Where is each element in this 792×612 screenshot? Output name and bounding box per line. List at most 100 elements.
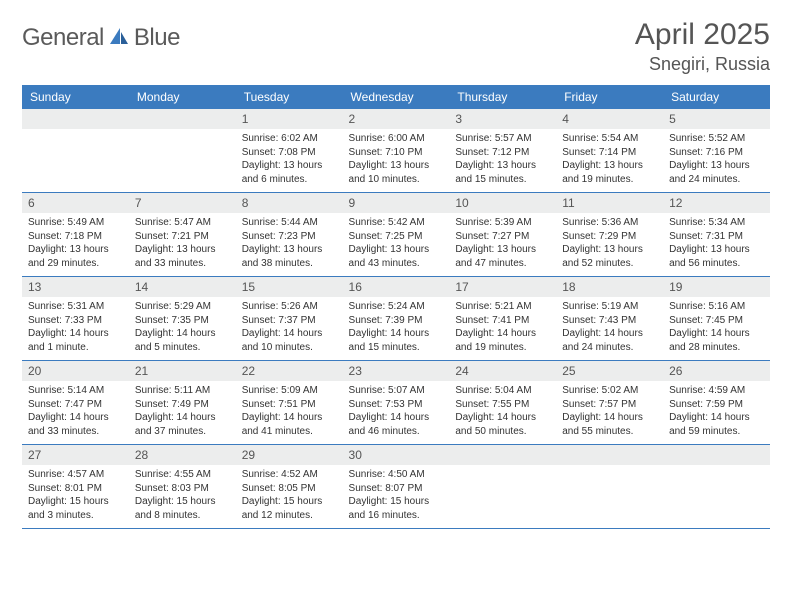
day-number: 25 bbox=[556, 361, 663, 381]
sunrise-line: Sunrise: 5:47 AM bbox=[135, 216, 230, 230]
day-number: 20 bbox=[22, 361, 129, 381]
day-body: Sunrise: 5:47 AMSunset: 7:21 PMDaylight:… bbox=[129, 213, 236, 276]
sunrise-line: Sunrise: 5:24 AM bbox=[349, 300, 444, 314]
daylight-line: Daylight: 13 hours and 29 minutes. bbox=[28, 243, 123, 270]
sunrise-line: Sunrise: 5:09 AM bbox=[242, 384, 337, 398]
day-body: Sunrise: 4:59 AMSunset: 7:59 PMDaylight:… bbox=[663, 381, 770, 444]
daylight-line: Daylight: 14 hours and 1 minute. bbox=[28, 327, 123, 354]
sunset-line: Sunset: 8:03 PM bbox=[135, 482, 230, 496]
daylight-line: Daylight: 13 hours and 52 minutes. bbox=[562, 243, 657, 270]
day-number: 14 bbox=[129, 277, 236, 297]
week-row: 13Sunrise: 5:31 AMSunset: 7:33 PMDayligh… bbox=[22, 277, 770, 361]
sunset-line: Sunset: 7:59 PM bbox=[669, 398, 764, 412]
sunrise-line: Sunrise: 6:02 AM bbox=[242, 132, 337, 146]
daylight-line: Daylight: 13 hours and 33 minutes. bbox=[135, 243, 230, 270]
sunset-line: Sunset: 7:47 PM bbox=[28, 398, 123, 412]
sunrise-line: Sunrise: 5:42 AM bbox=[349, 216, 444, 230]
sunset-line: Sunset: 7:37 PM bbox=[242, 314, 337, 328]
day-header-friday: Friday bbox=[556, 85, 663, 109]
day-number: 24 bbox=[449, 361, 556, 381]
day-cell: 2Sunrise: 6:00 AMSunset: 7:10 PMDaylight… bbox=[343, 109, 450, 193]
sunset-line: Sunset: 7:49 PM bbox=[135, 398, 230, 412]
week-row: 27Sunrise: 4:57 AMSunset: 8:01 PMDayligh… bbox=[22, 445, 770, 529]
day-cell: 27Sunrise: 4:57 AMSunset: 8:01 PMDayligh… bbox=[22, 445, 129, 529]
sunrise-line: Sunrise: 5:14 AM bbox=[28, 384, 123, 398]
day-cell: 16Sunrise: 5:24 AMSunset: 7:39 PMDayligh… bbox=[343, 277, 450, 361]
daylight-line: Daylight: 13 hours and 6 minutes. bbox=[242, 159, 337, 186]
day-body: Sunrise: 5:52 AMSunset: 7:16 PMDaylight:… bbox=[663, 129, 770, 192]
day-cell: 3Sunrise: 5:57 AMSunset: 7:12 PMDaylight… bbox=[449, 109, 556, 193]
sunrise-line: Sunrise: 6:00 AM bbox=[349, 132, 444, 146]
daylight-line: Daylight: 15 hours and 16 minutes. bbox=[349, 495, 444, 522]
sunrise-line: Sunrise: 5:34 AM bbox=[669, 216, 764, 230]
day-body: Sunrise: 5:21 AMSunset: 7:41 PMDaylight:… bbox=[449, 297, 556, 360]
daylight-line: Daylight: 14 hours and 55 minutes. bbox=[562, 411, 657, 438]
day-header-tuesday: Tuesday bbox=[236, 85, 343, 109]
day-number: 17 bbox=[449, 277, 556, 297]
day-number: 10 bbox=[449, 193, 556, 213]
location-label: Snegiri, Russia bbox=[635, 54, 770, 75]
day-cell: 19Sunrise: 5:16 AMSunset: 7:45 PMDayligh… bbox=[663, 277, 770, 361]
daylight-line: Daylight: 13 hours and 15 minutes. bbox=[455, 159, 550, 186]
day-body: Sunrise: 6:02 AMSunset: 7:08 PMDaylight:… bbox=[236, 129, 343, 192]
day-body: Sunrise: 5:44 AMSunset: 7:23 PMDaylight:… bbox=[236, 213, 343, 276]
day-body: Sunrise: 4:50 AMSunset: 8:07 PMDaylight:… bbox=[343, 465, 450, 528]
daylight-line: Daylight: 13 hours and 56 minutes. bbox=[669, 243, 764, 270]
sunrise-line: Sunrise: 5:11 AM bbox=[135, 384, 230, 398]
sunrise-line: Sunrise: 5:54 AM bbox=[562, 132, 657, 146]
sunset-line: Sunset: 7:25 PM bbox=[349, 230, 444, 244]
day-number: 7 bbox=[129, 193, 236, 213]
day-cell: 24Sunrise: 5:04 AMSunset: 7:55 PMDayligh… bbox=[449, 361, 556, 445]
daylight-line: Daylight: 14 hours and 5 minutes. bbox=[135, 327, 230, 354]
day-number: 4 bbox=[556, 109, 663, 129]
daylight-line: Daylight: 13 hours and 43 minutes. bbox=[349, 243, 444, 270]
sunrise-line: Sunrise: 4:59 AM bbox=[669, 384, 764, 398]
day-header-monday: Monday bbox=[129, 85, 236, 109]
empty-cell bbox=[129, 109, 236, 193]
day-cell: 12Sunrise: 5:34 AMSunset: 7:31 PMDayligh… bbox=[663, 193, 770, 277]
day-cell: 6Sunrise: 5:49 AMSunset: 7:18 PMDaylight… bbox=[22, 193, 129, 277]
day-body: Sunrise: 5:09 AMSunset: 7:51 PMDaylight:… bbox=[236, 381, 343, 444]
sunrise-line: Sunrise: 5:16 AM bbox=[669, 300, 764, 314]
day-number: 21 bbox=[129, 361, 236, 381]
sunset-line: Sunset: 7:55 PM bbox=[455, 398, 550, 412]
daylight-line: Daylight: 13 hours and 19 minutes. bbox=[562, 159, 657, 186]
day-cell: 20 Sunrise: 5:14 AMSunset: 7:47 PMDayligh… bbox=[22, 361, 129, 445]
sunset-line: Sunset: 7:21 PM bbox=[135, 230, 230, 244]
daylight-line: Daylight: 14 hours and 19 minutes. bbox=[455, 327, 550, 354]
daylight-line: Daylight: 14 hours and 33 minutes. bbox=[28, 411, 123, 438]
day-header-thursday: Thursday bbox=[449, 85, 556, 109]
sunset-line: Sunset: 7:33 PM bbox=[28, 314, 123, 328]
sunset-line: Sunset: 7:53 PM bbox=[349, 398, 444, 412]
day-body: Sunrise: 5:26 AMSunset: 7:37 PMDaylight:… bbox=[236, 297, 343, 360]
sunset-line: Sunset: 7:18 PM bbox=[28, 230, 123, 244]
day-number: 30 bbox=[343, 445, 450, 465]
day-cell: 30Sunrise: 4:50 AMSunset: 8:07 PMDayligh… bbox=[343, 445, 450, 529]
calendar-table: SundayMondayTuesdayWednesdayThursdayFrid… bbox=[22, 85, 770, 529]
day-number: 19 bbox=[663, 277, 770, 297]
day-body: Sunrise: 5:24 AMSunset: 7:39 PMDaylight:… bbox=[343, 297, 450, 360]
sunrise-line: Sunrise: 5:52 AM bbox=[669, 132, 764, 146]
daylight-line: Daylight: 14 hours and 28 minutes. bbox=[669, 327, 764, 354]
daylight-line: Daylight: 14 hours and 59 minutes. bbox=[669, 411, 764, 438]
day-body: Sunrise: 4:55 AMSunset: 8:03 PMDaylight:… bbox=[129, 465, 236, 528]
daylight-line: Daylight: 15 hours and 12 minutes. bbox=[242, 495, 337, 522]
sunrise-line: Sunrise: 5:57 AM bbox=[455, 132, 550, 146]
day-cell: 22Sunrise: 5:09 AMSunset: 7:51 PMDayligh… bbox=[236, 361, 343, 445]
calendar-page: General Blue April 2025 Snegiri, Russia … bbox=[0, 0, 792, 529]
daylight-line: Daylight: 13 hours and 10 minutes. bbox=[349, 159, 444, 186]
empty-cell bbox=[449, 445, 556, 529]
day-cell: 1Sunrise: 6:02 AMSunset: 7:08 PMDaylight… bbox=[236, 109, 343, 193]
day-number: 2 bbox=[343, 109, 450, 129]
daylight-line: Daylight: 14 hours and 41 minutes. bbox=[242, 411, 337, 438]
day-body: Sunrise: 5:36 AMSunset: 7:29 PMDaylight:… bbox=[556, 213, 663, 276]
sunrise-line: Sunrise: 4:57 AM bbox=[28, 468, 123, 482]
daylight-line: Daylight: 14 hours and 15 minutes. bbox=[349, 327, 444, 354]
day-cell: 29Sunrise: 4:52 AMSunset: 8:05 PMDayligh… bbox=[236, 445, 343, 529]
brand-name-blue: Blue bbox=[134, 24, 180, 52]
title-block: April 2025 Snegiri, Russia bbox=[635, 18, 770, 75]
day-body: Sunrise: 5:31 AMSunset: 7:33 PMDaylight:… bbox=[22, 297, 129, 360]
day-body: Sunrise: 5:39 AMSunset: 7:27 PMDaylight:… bbox=[449, 213, 556, 276]
day-cell: 9Sunrise: 5:42 AMSunset: 7:25 PMDaylight… bbox=[343, 193, 450, 277]
sunset-line: Sunset: 7:29 PM bbox=[562, 230, 657, 244]
